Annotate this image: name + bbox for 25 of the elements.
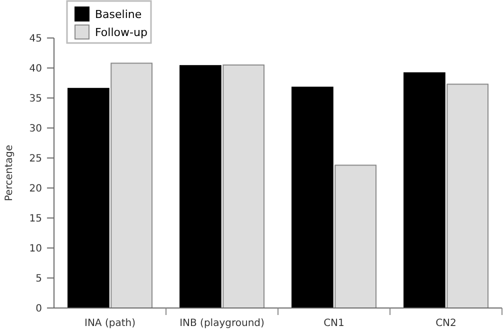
legend-label: Baseline [95,8,142,21]
y-tick-label: 30 [29,124,42,134]
bar [446,84,488,308]
x-tick-label: CN2 [436,318,456,329]
bar [68,88,110,308]
bar [404,72,446,308]
x-tick-label: INB (playground) [180,318,265,329]
bar [222,64,264,308]
y-axis-title: Percentage [4,144,15,202]
bar [292,86,334,308]
y-tick-label: 15 [29,214,42,224]
bar [334,164,376,308]
bar [180,65,222,308]
y-tick-label: 10 [29,244,42,254]
legend-label: Follow-up [95,26,148,39]
y-tick-label: 45 [29,34,42,44]
y-tick-label: 40 [29,64,42,74]
x-tick-label: CN1 [324,318,344,329]
bar [110,62,152,308]
y-tick-label: 35 [29,94,42,104]
y-tick-label: 25 [29,154,42,164]
x-tick-label: INA (path) [84,318,136,329]
y-tick-label: 0 [36,304,42,314]
y-tick-label: 5 [36,274,42,284]
y-tick-label: 20 [29,184,42,194]
